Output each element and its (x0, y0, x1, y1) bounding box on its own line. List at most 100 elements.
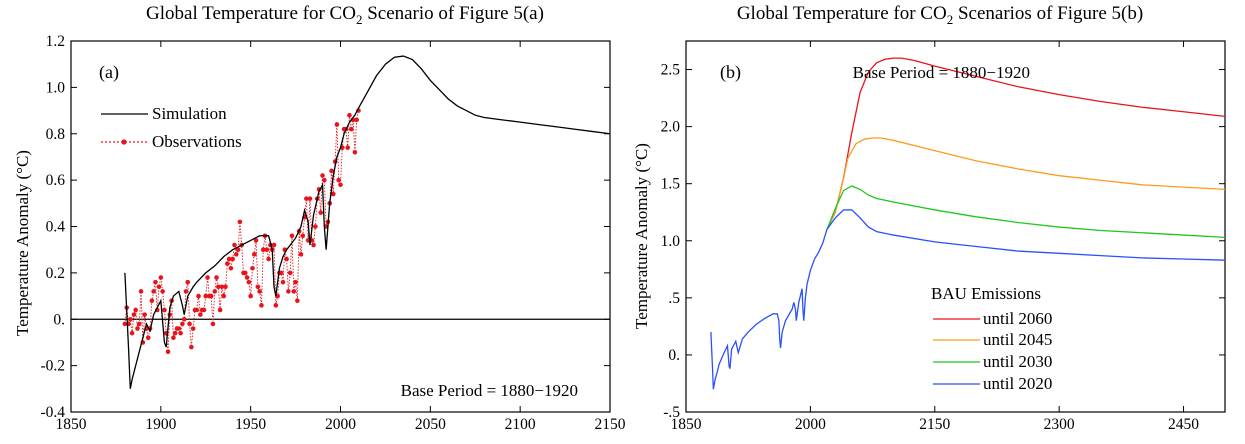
observation-point (205, 275, 210, 280)
chart-b-ylabel: Temperature Anomaly (°C) (632, 143, 651, 329)
chart-b-title: Global Temperature for CO2 Scenarios of … (737, 3, 1143, 27)
observation-point (156, 284, 162, 290)
observation-point (352, 150, 358, 155)
chart-a-ylabel: Temperature Anomaly (°C) (13, 150, 32, 336)
x-tick-label: 2100 (505, 416, 536, 433)
observation-point (230, 256, 235, 262)
observation-point (171, 335, 176, 341)
observation-point (348, 126, 354, 132)
y-tick-label: 0.8 (46, 126, 66, 143)
observation-point (298, 252, 304, 257)
x-tick-label: 2450 (1168, 416, 1199, 433)
observation-point (122, 321, 128, 327)
observation-point (311, 242, 316, 248)
x-tick-label: 2150 (919, 416, 950, 433)
observation-point (300, 233, 306, 239)
chart-panel-a: Global Temperature for CO2 Scenario of F… (13, 3, 626, 433)
observation-point (153, 279, 158, 285)
legend-2045-label: until 2045 (983, 330, 1052, 349)
y-tick-label: 0. (53, 311, 65, 328)
y-tick-label: 0.6 (46, 172, 66, 189)
observation-point (313, 224, 318, 229)
observation-point (347, 112, 352, 118)
observation-point (198, 312, 203, 317)
observation-point (280, 279, 286, 285)
observation-point (142, 312, 147, 317)
observation-point (226, 256, 232, 262)
y-tick-label: 1.0 (661, 233, 681, 250)
y-tick-label: 0.4 (46, 219, 66, 236)
observation-point (145, 335, 151, 341)
observation-point (235, 247, 241, 252)
chart-a-panel-label: (a) (99, 62, 119, 83)
observation-point (304, 196, 309, 201)
legend-2020-label: until 2020 (983, 374, 1052, 393)
observation-point (149, 298, 155, 304)
chart-a-axes: 1850 1900 1950 2000 2050 2100 2150 -0.4 -0.2 0. 0.… (40, 33, 625, 433)
observation-point (322, 177, 327, 183)
observation-point (331, 191, 336, 197)
observation-point (187, 321, 192, 327)
observation-point (287, 270, 293, 276)
legend-observations-marker (121, 139, 127, 145)
observation-point (135, 326, 140, 331)
chart-b-series (710, 57, 1226, 390)
series-line-simulation (124, 55, 611, 389)
observation-point (214, 275, 219, 280)
y-tick-label: 0.2 (46, 265, 65, 282)
plot-frame (685, 40, 1226, 413)
observation-point (257, 289, 262, 294)
x-tick-label: 2050 (415, 416, 446, 433)
observation-point (295, 298, 300, 304)
chart-b-panel-label: (b) (720, 62, 741, 83)
observation-point (338, 182, 343, 188)
observation-point (183, 289, 189, 294)
legend-simulation-label: Simulation (152, 104, 227, 123)
x-tick-label: 1950 (235, 416, 266, 433)
observation-point (223, 284, 228, 290)
observation-point (190, 326, 196, 331)
observation-point (232, 242, 237, 248)
observation-point (271, 242, 277, 248)
observation-point (162, 307, 167, 313)
observation-point (185, 279, 191, 285)
observation-point (329, 168, 334, 174)
observation-point (219, 284, 225, 290)
x-tick-label: 1850 (56, 416, 87, 433)
observation-point (158, 275, 164, 280)
observation-point (127, 316, 133, 322)
y-tick-label: .5 (668, 290, 680, 307)
chart-b-axes: 1850 2000 2150 2300 2450 -.5 0. .5 1.0 1.5 2.0 2.5 (661, 40, 1226, 433)
series-line-until-2045 (826, 137, 1226, 230)
observation-point (251, 252, 257, 257)
observation-point (246, 279, 252, 285)
observation-point (228, 265, 234, 271)
plot-frame (70, 40, 611, 413)
observation-point (293, 279, 298, 285)
legend-2030-label: until 2030 (983, 352, 1052, 371)
y-tick-label: -0.2 (40, 358, 65, 375)
observation-point (345, 145, 350, 150)
observation-point (180, 321, 185, 327)
observation-point (138, 289, 144, 294)
legend-2060-label: until 2060 (983, 309, 1052, 328)
observation-point (307, 196, 313, 201)
observation-point (264, 247, 270, 252)
observation-point (336, 177, 342, 183)
observation-point (320, 173, 325, 178)
y-tick-label: 1.2 (46, 33, 65, 50)
observation-point (286, 289, 291, 294)
chart-a-base-period: Base Period = 1880−1920 (401, 381, 578, 400)
observation-point (217, 307, 223, 313)
y-tick-label: 2.5 (661, 62, 681, 79)
observation-point (278, 270, 284, 276)
observation-point (129, 330, 135, 336)
x-tick-label: 1900 (145, 416, 176, 433)
observation-point (318, 210, 324, 215)
chart-a-legend: Simulation Observations (101, 104, 242, 151)
observation-point (133, 307, 138, 313)
observation-point (203, 293, 209, 299)
y-tick-label: 1.0 (46, 79, 66, 96)
x-tick-label: 2150 (595, 416, 626, 433)
y-tick-label: -.5 (663, 404, 680, 421)
